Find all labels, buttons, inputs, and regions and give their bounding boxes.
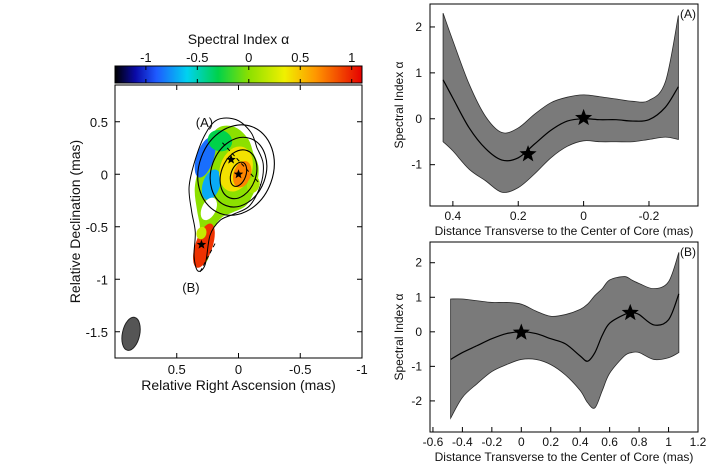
core-star-marker (196, 239, 207, 249)
profile-x-tick-label: 0.6 (601, 435, 618, 449)
profile-x-tick-label: -0.6 (423, 435, 444, 449)
emission-blob (193, 223, 215, 268)
intensity-contour (197, 124, 275, 216)
colorbar-tick-label: 0.5 (291, 50, 309, 65)
intensity-contour (219, 149, 258, 200)
map-x-tick-label: -1 (356, 362, 368, 377)
profile-y-tick-label: 0 (415, 112, 422, 126)
star-marker (621, 303, 639, 321)
profile-x-tick-label: 1 (665, 435, 672, 449)
error-band (450, 252, 680, 420)
slice-line (198, 243, 216, 275)
error-band (442, 13, 679, 193)
slice-a-profile-panel: 0.4 0.2 0 -0.2 2 1 0 -1 (A) Distance Transverse t… (392, 3, 699, 238)
map-y-tick-label: -1.5 (86, 325, 108, 340)
map-x-axis-label: Relative Right Ascension (mas) (141, 377, 336, 393)
emission-gap (200, 197, 217, 221)
profile-y-axis-label: Spectral Index α (392, 61, 406, 148)
profile-x-axis-label: Distance Transverse to the Center of Cor… (435, 224, 694, 238)
profile-x-tick-label: -0.2 (639, 209, 660, 223)
profile-x-tick-label: 0 (518, 435, 525, 449)
spectral-index-curve (442, 79, 679, 162)
intensity-contour (209, 136, 268, 208)
map-x-tick-label: -0.5 (289, 362, 311, 377)
profile-y-axis-label: Spectral Index α (392, 293, 406, 380)
colorbar-tick-label: 0 (245, 50, 252, 65)
map-y-tick-label: -0.5 (86, 220, 108, 235)
panel-label: (B) (680, 245, 696, 259)
profile-x-tick-label: 0.4 (445, 209, 462, 223)
slice-label-b: (B) (182, 280, 199, 295)
map-x-tick-label: 0 (235, 362, 242, 377)
profile-y-tick-label: 2 (415, 20, 422, 34)
emission-blob (207, 129, 233, 152)
profile-plot-frame (429, 3, 699, 207)
profile-x-tick-label: 0 (580, 209, 587, 223)
emission-blob (201, 169, 221, 200)
core-star-marker (233, 169, 244, 179)
slice-b-profile-panel: -0.6 -0.4 -0.2 0 0.2 0.4 0.6 0.8 1 1.2 2 1 0 -1 -2 (B) D… (392, 241, 707, 464)
map-y-tick-label: 0.5 (90, 115, 108, 130)
emission-blob (194, 137, 216, 178)
map-y-tick-label: -1 (96, 272, 108, 287)
colorbar-tick-label: 1 (348, 50, 355, 65)
intensity-contour (229, 161, 248, 187)
slice-label-a: (A) (196, 115, 213, 130)
slice-line (222, 142, 262, 186)
core-star-marker (226, 154, 236, 164)
map-plot-frame (114, 84, 363, 359)
profile-x-tick-label: 0.8 (631, 435, 648, 449)
profile-x-tick-label: 0.2 (510, 209, 527, 223)
star-marker (575, 108, 593, 126)
map-x-tick-label: 0.5 (168, 362, 186, 377)
map-y-axis-label: Relative Declination (mas) (67, 140, 83, 303)
profile-x-tick-label: -0.4 (452, 435, 473, 449)
star-marker (512, 323, 530, 340)
emission-blob (196, 226, 207, 240)
profile-y-tick-label: -1 (411, 359, 422, 373)
profile-y-tick-label: -2 (411, 394, 422, 408)
map-y-tick-label: 0 (101, 167, 108, 182)
profile-x-axis-label: Distance Transverse to the Center of Cor… (435, 450, 694, 464)
profile-x-tick-label: -0.2 (482, 435, 503, 449)
profile-x-tick-label: 0.4 (572, 435, 589, 449)
beam-ellipse (121, 316, 141, 351)
colorbar-tick-label: -0.5 (186, 50, 208, 65)
profile-plot-frame (429, 241, 699, 433)
profile-x-tick-label: 0.2 (542, 435, 559, 449)
profile-y-tick-label: 0 (415, 325, 422, 339)
map-content (121, 117, 275, 351)
panel-label: (A) (680, 7, 696, 21)
source-outline-contour (188, 117, 264, 272)
profile-y-tick-label: -1 (411, 158, 422, 172)
colorbar-title: Spectral Index α (188, 31, 289, 47)
profile-y-tick-label: 1 (415, 290, 422, 304)
spectral-index-map-panel: Spectral Index α -1 -0.5 0 0.5 1 (A) (B) 0.5 0 -0.… (67, 31, 368, 393)
spectral-index-curve (450, 293, 680, 362)
profile-y-tick-label: 1 (415, 66, 422, 80)
star-marker (519, 145, 537, 162)
colorbar (114, 65, 363, 84)
colorbar-tick-label: -1 (140, 50, 152, 65)
profile-x-tick-label: 1.2 (690, 435, 707, 449)
profile-y-tick-label: 2 (415, 256, 422, 270)
